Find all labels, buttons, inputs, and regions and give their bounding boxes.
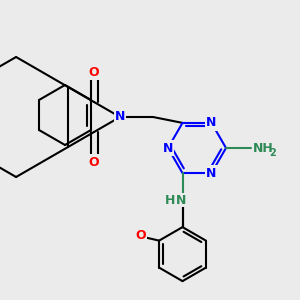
Text: H: H (165, 194, 176, 207)
Text: 2: 2 (269, 148, 276, 158)
Text: N: N (115, 110, 125, 124)
Text: N: N (176, 194, 187, 207)
Text: N: N (206, 116, 217, 129)
Text: N: N (206, 167, 217, 180)
Text: O: O (136, 229, 146, 242)
Text: NH: NH (253, 142, 274, 154)
Text: N: N (163, 142, 173, 154)
Text: O: O (89, 155, 99, 169)
Text: O: O (89, 65, 99, 79)
